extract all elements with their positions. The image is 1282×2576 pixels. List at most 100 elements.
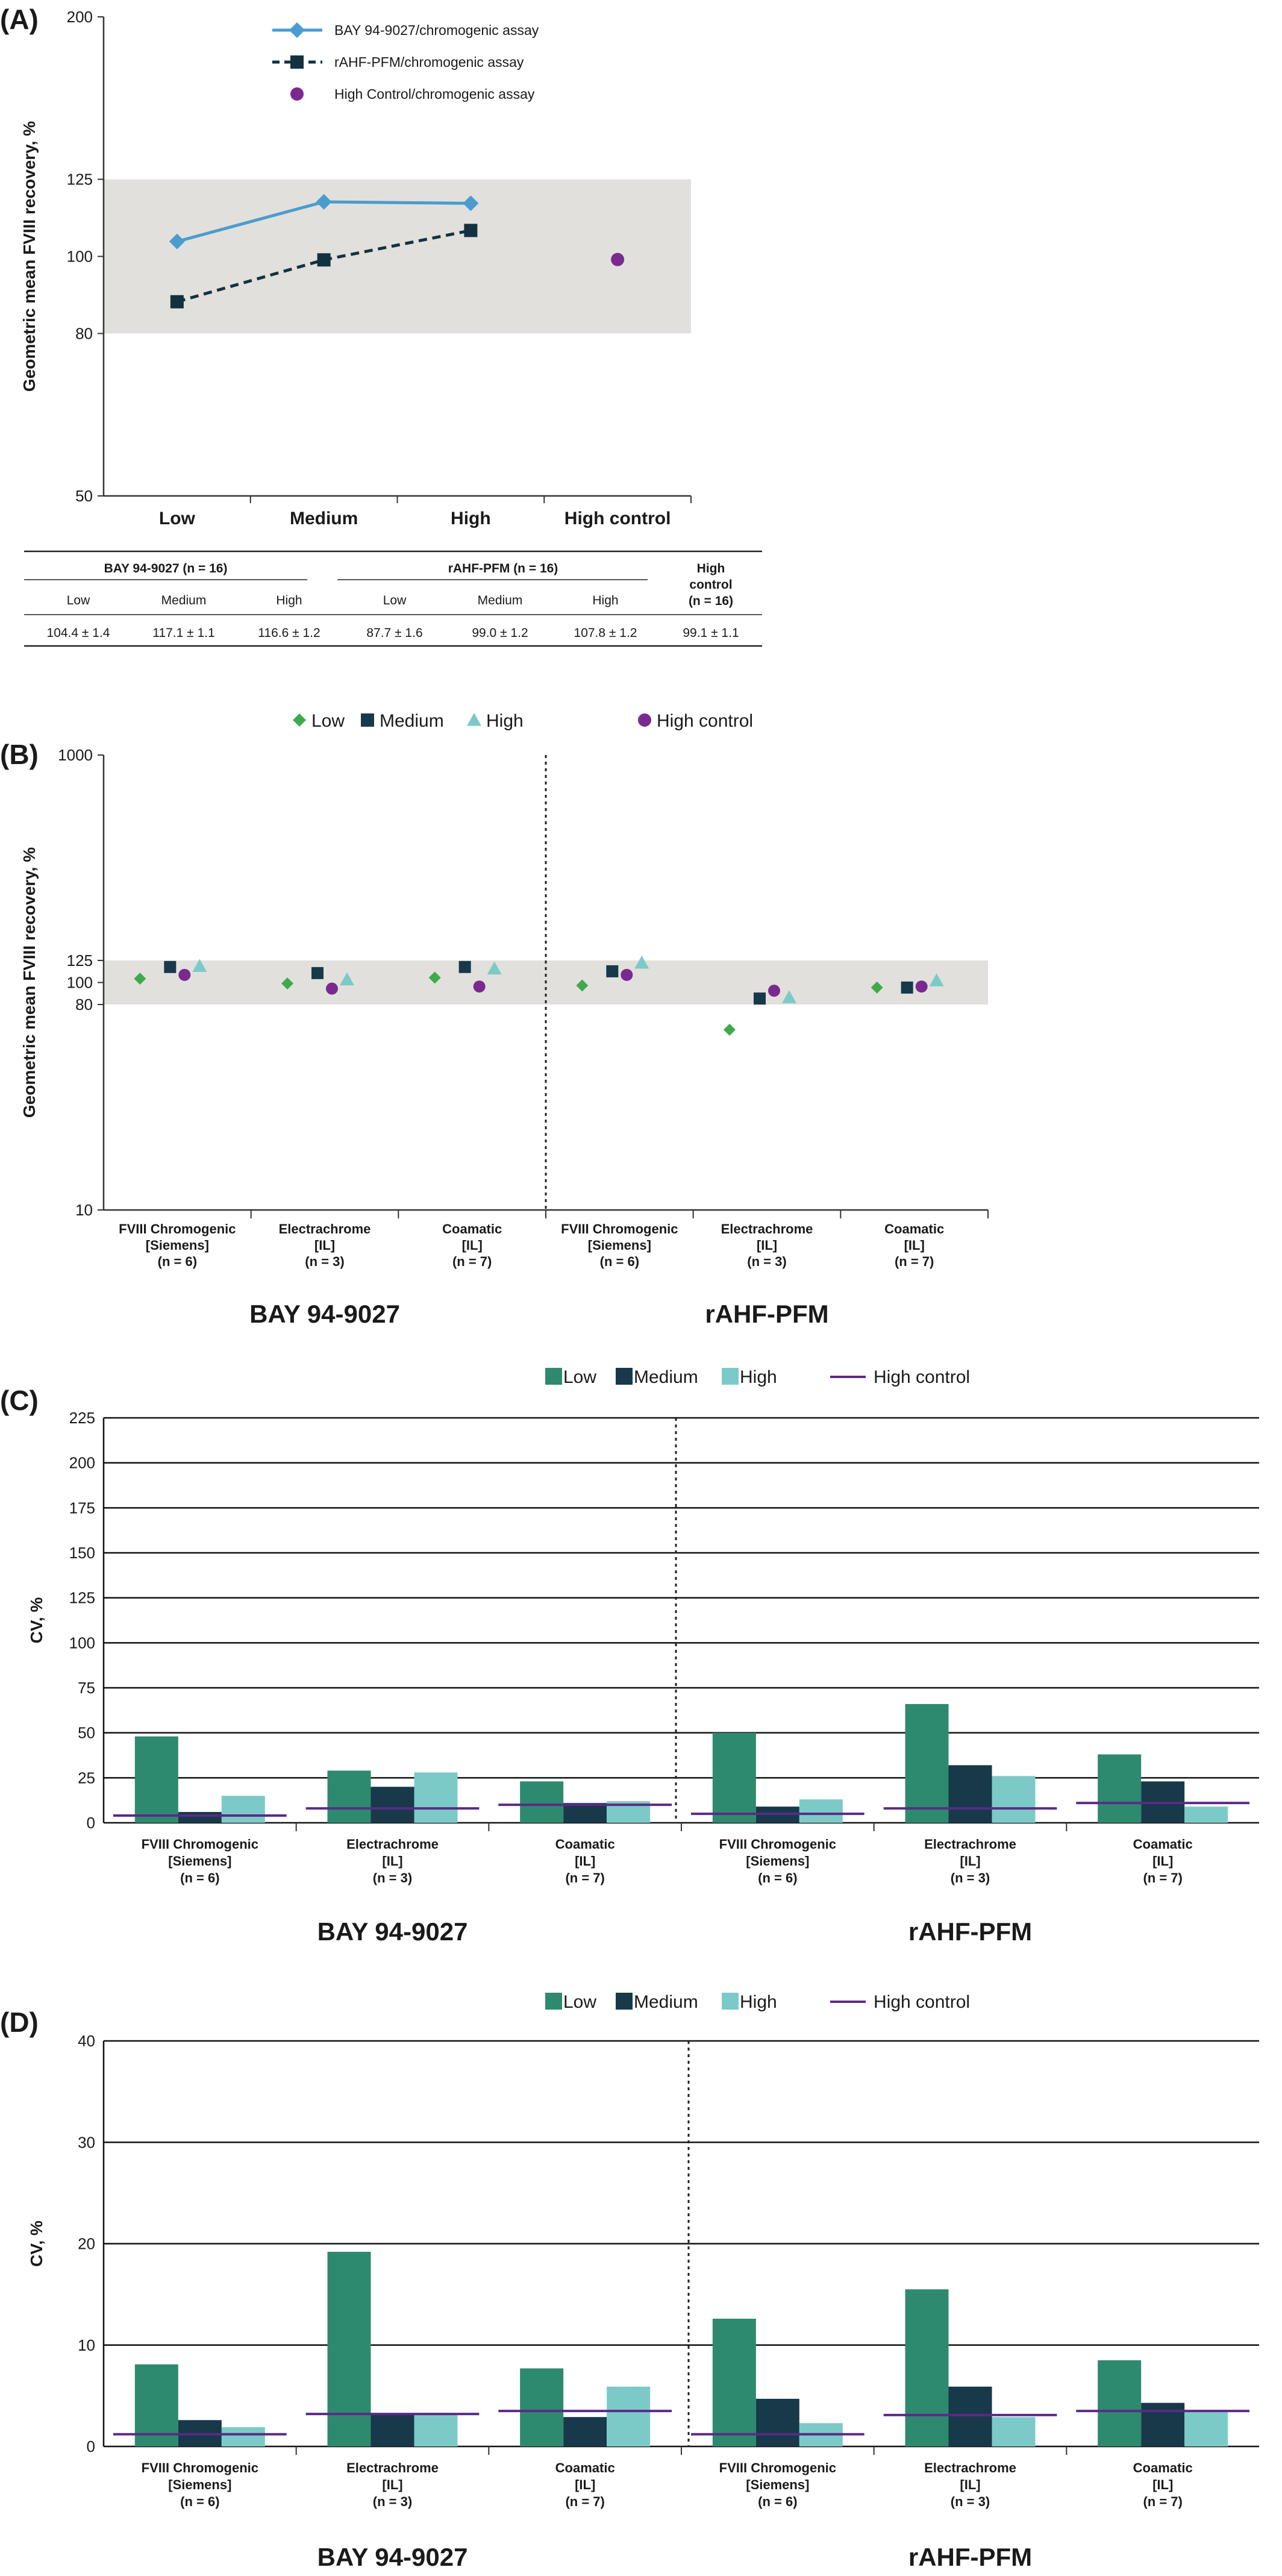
legend-label: High: [486, 711, 524, 731]
bar: [414, 2415, 458, 2446]
x-category-label: (n = 7): [1143, 1870, 1182, 1885]
legend-swatch: [545, 1993, 562, 2010]
x-category-label: Coamatic: [555, 1837, 615, 1852]
x-category-label: (n = 6): [180, 2494, 219, 2509]
legend-label: rAHF-PFM/chromogenic assay: [334, 54, 524, 70]
x-category-label: (n = 3): [373, 2494, 412, 2509]
table-column-header: Medium: [161, 594, 207, 607]
legend-marker: [289, 22, 305, 38]
y-tick-label: 200: [67, 8, 93, 26]
y-tick-label: 25: [78, 1769, 95, 1787]
x-category-label: Electrachrome: [346, 2460, 439, 2475]
group-label: BAY 94-9027: [317, 1917, 468, 1946]
data-point: [487, 961, 502, 975]
bar: [371, 1787, 414, 1823]
bar: [520, 2368, 564, 2446]
bar: [755, 2398, 799, 2446]
y-tick-label: 0: [87, 2437, 95, 2455]
y-axis-label: CV, %: [27, 1597, 46, 1644]
y-axis-label: Geometric mean FVIII recovery, %: [20, 121, 39, 392]
x-category-label: (n = 7): [565, 2494, 604, 2509]
y-tick-label: 30: [78, 2133, 95, 2151]
x-category-label: Coamatic: [555, 2460, 615, 2475]
x-category-label: (n = 7): [895, 1254, 934, 1269]
x-category-label: High: [451, 509, 491, 528]
table-cell: 99.0 ± 1.2: [472, 626, 528, 640]
panel-a-label: (A): [0, 4, 39, 35]
x-category-label: [IL]: [575, 1854, 595, 1869]
panel-b-label: (B): [0, 739, 39, 770]
legend-swatch: [616, 1993, 633, 2010]
bar: [905, 2289, 949, 2446]
data-point: [768, 985, 780, 997]
x-category-label: [Siemens]: [746, 2477, 809, 2492]
bar: [520, 1781, 564, 1823]
x-category-label: (n = 3): [747, 1254, 786, 1269]
x-category-label: (n = 3): [951, 2494, 990, 2509]
legend-swatch: [545, 1368, 562, 1385]
data-point: [316, 193, 332, 210]
y-tick-label: 80: [75, 995, 93, 1014]
x-category-label: [IL]: [1152, 2477, 1173, 2492]
y-tick-label: 40: [78, 2032, 95, 2050]
legend-marker: [293, 713, 306, 727]
data-point: [281, 977, 293, 990]
target-band: [104, 179, 691, 334]
legend-label: BAY 94-9027/chromogenic assay: [334, 22, 539, 38]
x-category-label: [IL]: [757, 1238, 777, 1253]
x-category-label: Electrachrome: [279, 1221, 371, 1236]
x-category-label: Electrachrome: [924, 1837, 1016, 1852]
legend-marker: [290, 87, 304, 101]
data-point: [929, 973, 944, 986]
table-group-header: rAHF-PFM (n = 16): [448, 562, 558, 575]
legend-marker: [361, 713, 374, 727]
x-category-label: Electrachrome: [721, 1221, 813, 1236]
y-tick-label: 1000: [58, 746, 93, 764]
x-category-label: Medium: [290, 509, 358, 528]
legend-marker: [290, 55, 304, 69]
panel-c: (C) 0 25 50 75 100 125 150 175 200 225 CV, % FVIII C…: [0, 1367, 1259, 1946]
bar: [948, 1765, 992, 1823]
bar: [799, 1799, 843, 1823]
x-category-label: (n = 3): [305, 1254, 344, 1269]
x-category-label: (n = 6): [158, 1254, 197, 1269]
x-category-label: Low: [159, 509, 196, 528]
legend-label: High: [740, 1367, 777, 1387]
data-point: [473, 980, 486, 993]
x-category-label: (n = 3): [373, 1870, 412, 1885]
data-point: [134, 973, 146, 985]
x-category-label: (n = 6): [758, 1870, 797, 1885]
bar: [327, 2251, 371, 2446]
y-tick-label: 20: [78, 2235, 95, 2253]
y-tick-label: 100: [67, 248, 93, 266]
x-category-label: High control: [564, 509, 671, 528]
bar: [134, 1736, 178, 1823]
legend-label: Low: [563, 1367, 596, 1387]
bar: [712, 2319, 756, 2446]
x-category-label: [IL]: [382, 2477, 402, 2492]
table-column-header: High: [592, 594, 618, 607]
y-tick-label: 125: [67, 171, 93, 189]
bar: [563, 1803, 607, 1823]
x-category-label: Coamatic: [1133, 1837, 1193, 1852]
table-column-header: Low: [383, 594, 407, 607]
x-category-label: FVIII Chromogenic: [561, 1221, 678, 1236]
x-category-label: FVIII Chromogenic: [719, 1837, 836, 1852]
data-point: [170, 295, 184, 309]
x-category-label: FVIII Chromogenic: [142, 1837, 258, 1852]
table-cell: 117.1 ± 1.1: [152, 626, 214, 640]
y-tick-label: 125: [69, 1589, 95, 1607]
data-point: [611, 252, 625, 266]
y-tick-label: 100: [67, 974, 93, 992]
x-category-label: [IL]: [960, 1854, 980, 1869]
x-category-label: FVIII Chromogenic: [119, 1221, 236, 1236]
x-category-label: [Siemens]: [168, 2477, 231, 2492]
x-category-label: [IL]: [314, 1238, 335, 1253]
x-category-label: (n = 6): [600, 1254, 639, 1269]
x-category-label: [IL]: [1152, 1854, 1173, 1869]
bar: [221, 2427, 265, 2446]
legend-label: Medium: [380, 711, 444, 731]
data-point: [634, 955, 649, 969]
legend-marker: [638, 713, 651, 727]
